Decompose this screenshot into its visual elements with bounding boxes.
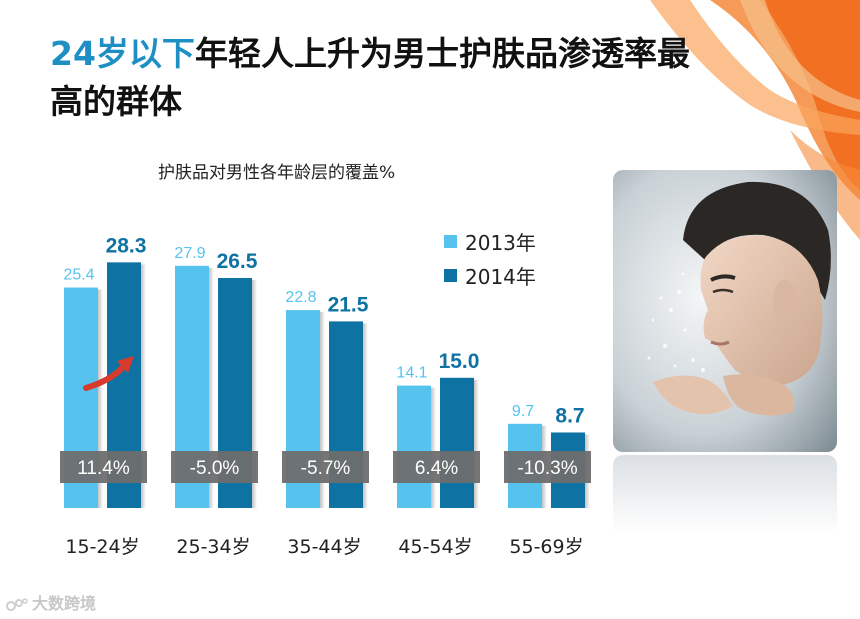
data-label-2014: 28.3	[106, 234, 147, 257]
title-rest: 年轻人上升为男士护肤品渗透率最高的群体	[50, 34, 690, 121]
photo-reflection	[613, 455, 837, 535]
chart-legend: 2013年 2014年	[444, 224, 536, 292]
change-badge-label: -5.0%	[190, 458, 240, 479]
change-badge	[60, 451, 147, 483]
title-highlight: 24岁以下	[50, 34, 195, 73]
data-label-2014: 8.7	[555, 404, 584, 427]
bar-shadow	[431, 387, 436, 508]
bar-shadow	[141, 264, 146, 508]
category-label: 55-69岁	[509, 536, 583, 558]
legend-swatch-2013	[444, 234, 457, 248]
category-label: 15-24岁	[65, 536, 139, 558]
change-badge	[171, 451, 258, 483]
data-label-2014: 26.5	[217, 250, 258, 273]
bar-shadow	[252, 279, 257, 508]
bar-2013-45-54岁	[397, 385, 431, 508]
legend-label-2013: 2013年	[465, 230, 536, 255]
bar-shadow	[363, 323, 368, 508]
change-badge	[393, 451, 480, 483]
bar-shadow	[474, 379, 479, 508]
change-badge-label: -10.3%	[517, 458, 577, 479]
data-label-2013: 25.4	[63, 267, 94, 284]
change-badge-label: 11.4%	[77, 458, 130, 479]
data-label-2014: 21.5	[328, 293, 369, 316]
growth-arrow-icon	[83, 356, 134, 391]
man-splashing-water-photo	[613, 170, 837, 452]
data-label-2013: 27.9	[174, 245, 205, 262]
bar-shadow	[209, 267, 214, 508]
data-label-2013: 22.8	[285, 289, 316, 306]
change-badge	[282, 451, 369, 483]
category-label: 25-34岁	[176, 536, 250, 558]
watermark-logo-icon	[6, 597, 28, 611]
chart-title: 护肤品对男性各年龄层的覆盖%	[158, 163, 396, 183]
watermark-text: 大数跨境	[32, 594, 97, 613]
legend-swatch-2014	[444, 268, 457, 282]
data-label-2013: 14.1	[396, 365, 427, 382]
bar-shadow	[98, 289, 103, 508]
change-badge-label: -5.7%	[301, 458, 351, 479]
data-label-2014: 15.0	[439, 350, 480, 373]
legend-item-2014: 2014年	[444, 258, 536, 292]
watermark: 大数跨境	[6, 590, 96, 614]
category-label: 45-54岁	[398, 536, 472, 558]
category-label: 35-44岁	[287, 536, 361, 558]
legend-label-2014: 2014年	[465, 264, 536, 289]
change-badge	[504, 451, 591, 483]
bar-shadow	[320, 312, 325, 508]
page-title: 24岁以下年轻人上升为男士护肤品渗透率最高的群体	[50, 30, 690, 126]
change-badge-label: 6.4%	[415, 458, 458, 479]
bar-2014-45-54岁	[440, 377, 474, 508]
legend-item-2013: 2013年	[444, 224, 536, 258]
data-label-2013: 9.7	[512, 403, 534, 420]
